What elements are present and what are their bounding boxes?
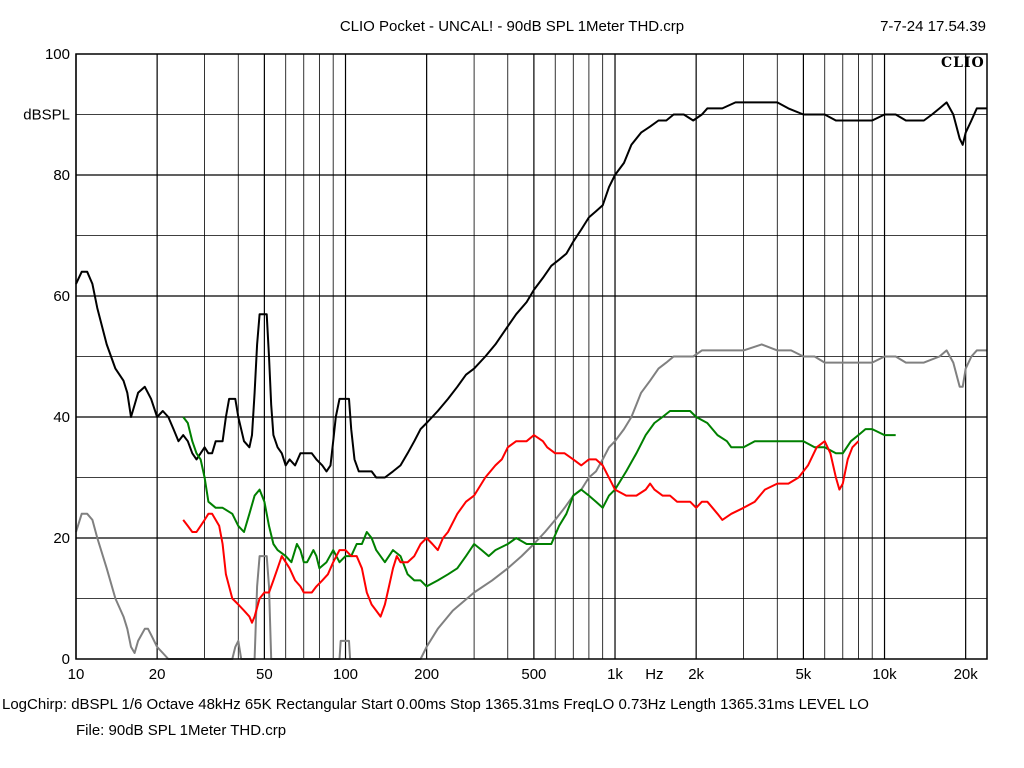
y-tick-label: 40 — [53, 409, 70, 426]
x-axis-label: Hz — [645, 666, 663, 683]
measurement-settings: LogChirp: dBSPL 1/6 Octave 48kHz 65K Rec… — [2, 696, 869, 713]
x-tick-label: 1k — [607, 666, 623, 683]
x-tick-label: 10k — [872, 666, 897, 683]
series-line-4 — [182, 434, 860, 624]
x-tick-label: 50 — [256, 666, 273, 683]
y-tick-label: 60 — [53, 288, 70, 305]
x-tick-label: 200 — [414, 666, 439, 683]
chart-title: CLIO Pocket - UNCAL! - 90dB SPL 1Meter T… — [339, 18, 685, 35]
clio-logo: CLIO — [941, 55, 985, 71]
y-tick-labels: 0 20 40 60 80 100 — [45, 46, 70, 668]
x-tick-label: 10 — [68, 666, 85, 683]
major-gridlines — [75, 54, 987, 659]
plot-frame — [75, 53, 988, 660]
y-axis-label: dBSPL — [23, 107, 70, 124]
series-line-1 — [75, 101, 987, 479]
x-tick-label: 20k — [954, 666, 979, 683]
measurement-curves — [75, 101, 987, 660]
x-tick-labels: 10 20 50 100 200 500 1k 2k 5k 10k 20k — [68, 666, 979, 683]
x-tick-label: 20 — [149, 666, 166, 683]
y-tick-label: 20 — [53, 530, 70, 547]
file-name: File: 90dB SPL 1Meter THD.crp — [76, 722, 287, 739]
x-tick-label: 100 — [333, 666, 358, 683]
y-tick-label: 100 — [45, 46, 70, 63]
x-tick-label: 2k — [688, 666, 704, 683]
series-line-3 — [182, 410, 896, 588]
y-tick-label: 80 — [53, 167, 70, 184]
series-line-2 — [75, 343, 987, 660]
x-tick-label: 500 — [521, 666, 546, 683]
timestamp: 7-7-24 17.54.39 — [880, 18, 986, 35]
y-tick-label: 0 — [62, 651, 70, 668]
x-tick-label: 5k — [795, 666, 811, 683]
